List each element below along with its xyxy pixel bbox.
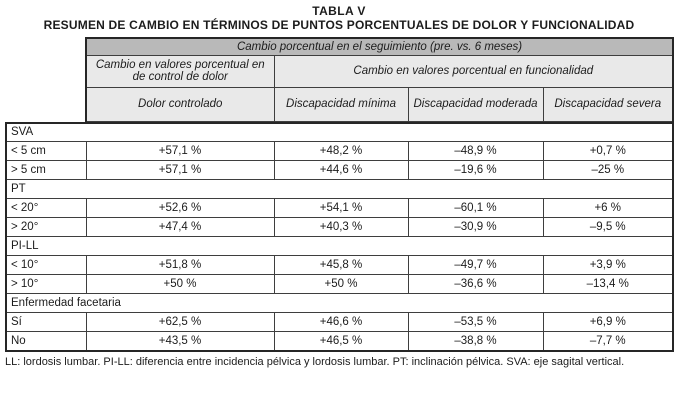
value-cell: –36,6 % — [407, 274, 544, 294]
header-col-discapacidad-severa: Discapacidad severa — [542, 86, 675, 122]
data-table: SVA < 5 cm +57,1 % +48,2 % –48,9 % +0,7 … — [5, 121, 674, 352]
value-cell: +50 % — [85, 274, 275, 294]
header-row-columns: Dolor controlado Discapacidad mínima Dis… — [85, 86, 675, 122]
value-cell: +57,1 % — [85, 160, 275, 180]
value-cell: –9,5 % — [542, 217, 674, 237]
section-row: SVA — [5, 122, 674, 142]
value-cell: +50 % — [273, 274, 409, 294]
header-col-discapacidad-minima: Discapacidad mínima — [273, 86, 409, 122]
table-row: < 5 cm +57,1 % +48,2 % –48,9 % +0,7 % — [5, 141, 674, 161]
value-cell: –25 % — [542, 160, 674, 180]
header-table: Cambio porcentual en el seguimiento (pre… — [84, 37, 675, 122]
table-caption: RESUMEN DE CAMBIO EN TÉRMINOS DE PUNTOS … — [43, 18, 635, 32]
table-footnote: LL: lordosis lumbar. PI-LL: diferencia e… — [5, 355, 625, 368]
value-cell: +40,3 % — [273, 217, 409, 237]
value-cell: +54,1 % — [273, 198, 409, 218]
section-label: Enfermedad facetaria — [5, 293, 674, 313]
value-cell: –7,7 % — [542, 331, 674, 351]
section-row: PI-LL — [5, 236, 674, 256]
value-cell: +46,5 % — [273, 331, 409, 351]
table-row: > 10° +50 % +50 % –36,6 % –13,4 % — [5, 274, 674, 294]
row-label: < 10° — [5, 255, 87, 275]
table-row: No +43,5 % +46,5 % –38,8 % –7,7 % — [5, 331, 674, 351]
header-col-dolor-controlado: Dolor controlado — [85, 86, 275, 122]
value-cell: +6 % — [542, 198, 674, 218]
value-cell: +3,9 % — [542, 255, 674, 275]
table-number-title: TABLA V — [312, 4, 366, 18]
header-row-top: Cambio porcentual en el seguimiento (pre… — [84, 37, 675, 56]
row-label: Sí — [5, 312, 87, 332]
table-row: > 20° +47,4 % +40,3 % –30,9 % –9,5 % — [5, 217, 674, 237]
value-cell: –38,8 % — [407, 331, 544, 351]
table-row: > 5 cm +57,1 % +44,6 % –19,6 % –25 % — [5, 160, 674, 180]
header-group-funcionalidad: Cambio en valores porcentual en funciona… — [273, 54, 675, 88]
section-label: PT — [5, 179, 674, 199]
table-title-block: TABLA V RESUMEN DE CAMBIO EN TÉRMINOS DE… — [5, 4, 673, 32]
row-label: > 5 cm — [5, 160, 87, 180]
row-label: > 20° — [5, 217, 87, 237]
value-cell: –48,9 % — [407, 141, 544, 161]
header-col-discapacidad-moderada: Discapacidad moderada — [407, 86, 544, 122]
header-top-cell: Cambio porcentual en el seguimiento (pre… — [84, 37, 675, 56]
value-cell: +62,5 % — [85, 312, 275, 332]
row-label: < 5 cm — [5, 141, 87, 161]
value-cell: +48,2 % — [273, 141, 409, 161]
header-group-dolor: Cambio en valores porcentual en de contr… — [85, 54, 275, 88]
section-row: Enfermedad facetaria — [5, 293, 674, 313]
value-cell: +0,7 % — [542, 141, 674, 161]
header-row-groups: Cambio en valores porcentual en de contr… — [85, 54, 675, 88]
value-cell: +51,8 % — [85, 255, 275, 275]
value-cell: +52,6 % — [85, 198, 275, 218]
row-label: < 20° — [5, 198, 87, 218]
value-cell: +46,6 % — [273, 312, 409, 332]
table-row: Sí +62,5 % +46,6 % –53,5 % +6,9 % — [5, 312, 674, 332]
value-cell: –49,7 % — [407, 255, 544, 275]
value-cell: +6,9 % — [542, 312, 674, 332]
section-row: PT — [5, 179, 674, 199]
value-cell: +45,8 % — [273, 255, 409, 275]
row-label: > 10° — [5, 274, 87, 294]
row-label: No — [5, 331, 87, 351]
value-cell: +44,6 % — [273, 160, 409, 180]
value-cell: –60,1 % — [407, 198, 544, 218]
section-label: PI-LL — [5, 236, 674, 256]
table-row: < 10° +51,8 % +45,8 % –49,7 % +3,9 % — [5, 255, 674, 275]
value-cell: +43,5 % — [85, 331, 275, 351]
value-cell: +47,4 % — [85, 217, 275, 237]
value-cell: –19,6 % — [407, 160, 544, 180]
section-label: SVA — [5, 122, 674, 142]
table-row: < 20° +52,6 % +54,1 % –60,1 % +6 % — [5, 198, 674, 218]
value-cell: –13,4 % — [542, 274, 674, 294]
value-cell: –53,5 % — [407, 312, 544, 332]
value-cell: –30,9 % — [407, 217, 544, 237]
value-cell: +57,1 % — [85, 141, 275, 161]
